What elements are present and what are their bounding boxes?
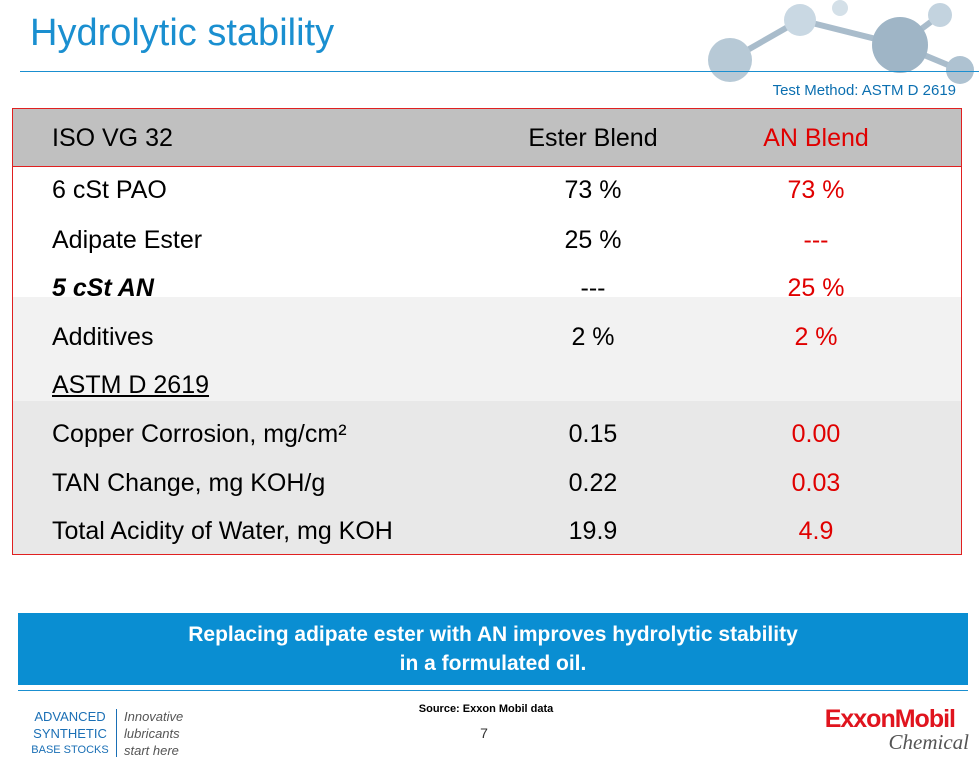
cell: 0.22 (568, 469, 618, 497)
tagline-line: start here (124, 743, 179, 758)
callout-line: in a formulated oil. (399, 652, 587, 675)
divider (18, 690, 968, 691)
cell: 73 % (787, 176, 845, 204)
divider (20, 71, 979, 72)
cell: 0.15 (568, 420, 618, 448)
cell: 2 % (571, 323, 615, 351)
cell: 4.9 (798, 517, 834, 545)
brand: ADVANCED SYNTHETIC BASE STOCKS (30, 708, 110, 759)
row-label: 5 cSt AN (52, 274, 154, 302)
page-number: 7 (480, 725, 488, 741)
row-label: Adipate Ester (52, 226, 203, 254)
cell: 0.00 (791, 420, 841, 448)
tagline-line: Innovative (124, 709, 184, 724)
cell: 25 % (787, 274, 845, 302)
tagline-line: lubricants (124, 726, 180, 741)
cell: 0.03 (791, 469, 841, 497)
row-label: Total Acidity of Water, mg KOH (52, 517, 393, 545)
column-header: AN Blend (763, 124, 869, 152)
tagline: Innovative lubricants start here (124, 708, 183, 759)
source: Source: Exxon Mobil data (418, 703, 554, 715)
cell: 25 % (564, 226, 622, 254)
cell: --- (580, 274, 606, 302)
callout: Replacing adipate ester with AN improves… (18, 613, 968, 685)
row-band (13, 297, 961, 401)
test-method: Test Method: ASTM D 2619 (772, 82, 956, 99)
cell: 73 % (564, 176, 622, 204)
callout-line: Replacing adipate ester with AN improves… (188, 623, 798, 646)
section-label: ASTM D 2619 (52, 371, 210, 399)
row-label: Additives (52, 323, 154, 351)
logo-subtitle: Chemical (888, 730, 969, 754)
title: Hydrolytic stability (30, 12, 335, 54)
row-label: TAN Change, mg KOH/g (52, 469, 326, 497)
cell: 19.9 (568, 517, 618, 545)
table: ISO VG 32 Ester Blend AN Blend 6 cSt PAO… (12, 108, 962, 555)
row-label: Copper Corrosion, mg/cm² (52, 420, 347, 448)
header-band (13, 109, 961, 167)
row-label: 6 cSt PAO (52, 176, 167, 204)
column-header: Ester Blend (528, 124, 658, 152)
brand-line: SYNTHETIC (33, 726, 107, 741)
logo: ExxonMobil (824, 705, 956, 733)
brand-line: ADVANCED (34, 709, 106, 724)
brand-line: BASE STOCKS (31, 744, 109, 756)
cell: 2 % (794, 323, 838, 351)
column-header: ISO VG 32 (52, 124, 173, 152)
cell: --- (803, 226, 829, 254)
divider (116, 709, 117, 757)
row-band (13, 401, 961, 554)
